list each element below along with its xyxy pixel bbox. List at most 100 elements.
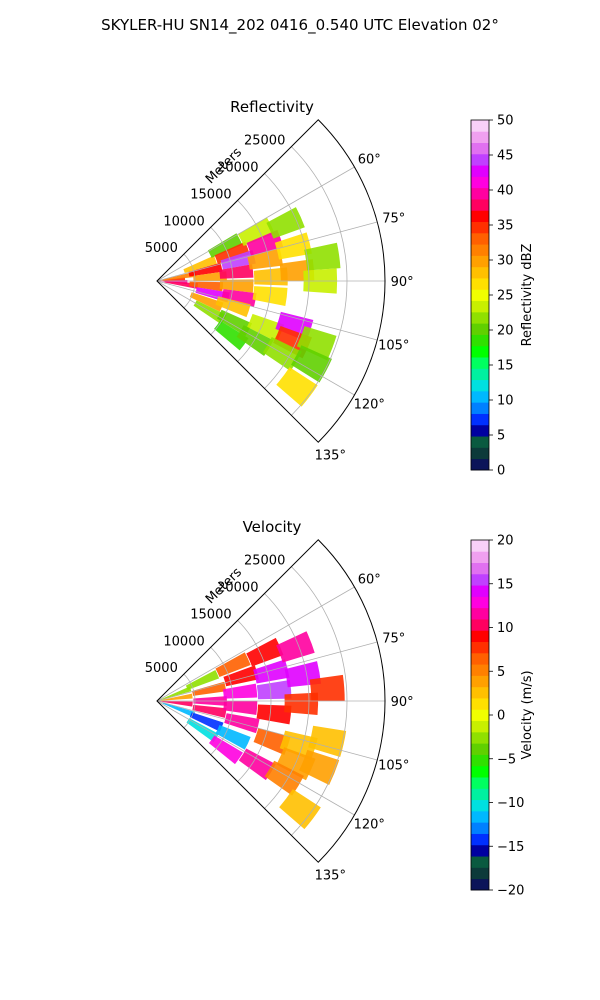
colorbar-segment bbox=[471, 357, 489, 369]
data-cell bbox=[219, 264, 254, 279]
velocity-colorbar: −20 −15 −10 −5 0 5 10 15 20 Velocity (m/s) bbox=[470, 534, 535, 899]
angle-tick-label: 105° bbox=[378, 338, 409, 353]
data-cell bbox=[192, 681, 227, 696]
colorbar-segment bbox=[471, 788, 489, 801]
data-cell bbox=[207, 233, 243, 258]
reflectivity-colorbar: 0 5 10 15 20 25 30 35 40 45 50 Reflectivity dBZ bbox=[470, 114, 535, 479]
colorbar-tick-label: 25 bbox=[497, 289, 514, 304]
data-cell bbox=[189, 281, 224, 292]
colorbar-segment bbox=[471, 731, 489, 744]
colorbar-tick-label: 0 bbox=[497, 464, 505, 479]
radial-tick-label: 5000 bbox=[145, 241, 178, 256]
colorbar-segment bbox=[471, 630, 489, 643]
colorbar-segment bbox=[471, 551, 489, 563]
colorbar-segment bbox=[471, 334, 489, 347]
sector-outline bbox=[156, 119, 386, 443]
data-cell bbox=[266, 207, 305, 239]
angle-gridline bbox=[156, 166, 355, 282]
data-cell bbox=[188, 262, 223, 277]
colorbar-tick-label: 20 bbox=[497, 534, 514, 549]
angle-gridline bbox=[156, 280, 378, 341]
colorbar-segment bbox=[471, 686, 489, 699]
colorbar-segment bbox=[471, 232, 489, 245]
colorbar-tick-label: −10 bbox=[497, 796, 524, 811]
angle-gridline bbox=[156, 700, 355, 816]
colorbar-segment bbox=[471, 878, 489, 891]
colorbar-segment bbox=[471, 266, 489, 279]
colorbar-segment bbox=[471, 799, 489, 812]
data-cell bbox=[214, 241, 250, 264]
data-cell bbox=[276, 631, 315, 663]
radial-tick-label: 15000 bbox=[190, 187, 231, 202]
data-cell bbox=[208, 735, 243, 765]
data-cell bbox=[296, 326, 337, 361]
radial-tick-label: 20000 bbox=[217, 581, 258, 596]
data-cell bbox=[214, 320, 249, 351]
colorbar-tick-label: −15 bbox=[497, 840, 524, 855]
colorbar-tick-label: 40 bbox=[497, 184, 514, 199]
angle-tick-label: 105° bbox=[378, 758, 409, 773]
data-cell bbox=[247, 313, 285, 343]
reflectivity-panel: 5000 10000 15000 20000 25000 60° 75° 90° 105° 120… bbox=[145, 98, 414, 463]
data-cell bbox=[253, 659, 290, 684]
angle-gridline bbox=[156, 586, 355, 702]
data-cell bbox=[224, 713, 260, 734]
colorbar-segment bbox=[471, 368, 489, 381]
angle-tick-label: 120° bbox=[354, 398, 385, 413]
colorbar-tick-label: 45 bbox=[497, 149, 514, 164]
colorbar-tick-label: 30 bbox=[497, 254, 514, 269]
radial-tick-label: 15000 bbox=[190, 607, 231, 622]
colorbar-tick-label: 15 bbox=[497, 359, 514, 374]
colorbar-segment bbox=[471, 777, 489, 789]
colorbar-segment bbox=[471, 311, 489, 324]
colorbar-segment bbox=[471, 867, 489, 880]
radial-tick-label: 25000 bbox=[244, 554, 285, 569]
velocity-panel: 5000 10000 15000 20000 25000 60° 75° 90° 105° 120… bbox=[145, 518, 414, 883]
colorbar-segment bbox=[471, 743, 489, 755]
data-cell bbox=[246, 637, 284, 667]
colorbar-segment bbox=[471, 424, 489, 437]
data-cell bbox=[215, 296, 251, 318]
angle-tick-label: 60° bbox=[358, 572, 381, 587]
colorbar-segment bbox=[471, 607, 489, 620]
data-cell bbox=[189, 712, 224, 732]
colorbar-segment bbox=[471, 402, 489, 414]
colorbar-tick-label: 0 bbox=[497, 709, 505, 724]
colorbar-tick-label: 10 bbox=[497, 394, 514, 409]
colorbar-segment bbox=[471, 221, 489, 234]
data-cell bbox=[247, 248, 283, 270]
data-cell bbox=[238, 748, 276, 781]
data-cell bbox=[162, 702, 195, 718]
panel-title: Reflectivity bbox=[230, 98, 314, 116]
colorbar-tick-label: 35 bbox=[497, 219, 514, 234]
angle-tick-label: 120° bbox=[354, 818, 385, 833]
data-cell bbox=[162, 271, 197, 281]
angle-gridline bbox=[156, 280, 355, 396]
colorbar-segment bbox=[471, 833, 489, 846]
data-cell bbox=[159, 701, 193, 707]
colorbar-segment bbox=[471, 585, 489, 597]
data-cell bbox=[220, 249, 256, 270]
colorbar-tick-label: −5 bbox=[497, 752, 516, 767]
colorbar-segment bbox=[471, 844, 489, 857]
colorbar-segment bbox=[471, 413, 489, 426]
data-cell bbox=[299, 749, 340, 785]
data-cell bbox=[221, 289, 257, 307]
sector-outline bbox=[156, 539, 386, 863]
colorbar-segment bbox=[471, 323, 489, 335]
data-cell bbox=[215, 724, 251, 750]
colorbar-segment bbox=[471, 698, 489, 710]
data-cell bbox=[189, 292, 224, 312]
angle-gridline bbox=[156, 700, 378, 761]
colorbar-segment bbox=[471, 153, 489, 166]
colorbar-segment bbox=[471, 822, 489, 834]
panel-title: Velocity bbox=[243, 518, 302, 536]
colorbar-segment bbox=[471, 165, 489, 177]
colorbar-segment bbox=[471, 278, 489, 290]
data-cell bbox=[193, 271, 227, 281]
colorbar-label: Velocity (m/s) bbox=[520, 670, 535, 759]
colorbar-segment bbox=[471, 810, 489, 823]
colorbar-segment bbox=[471, 244, 489, 256]
colorbar-segment bbox=[471, 390, 489, 403]
